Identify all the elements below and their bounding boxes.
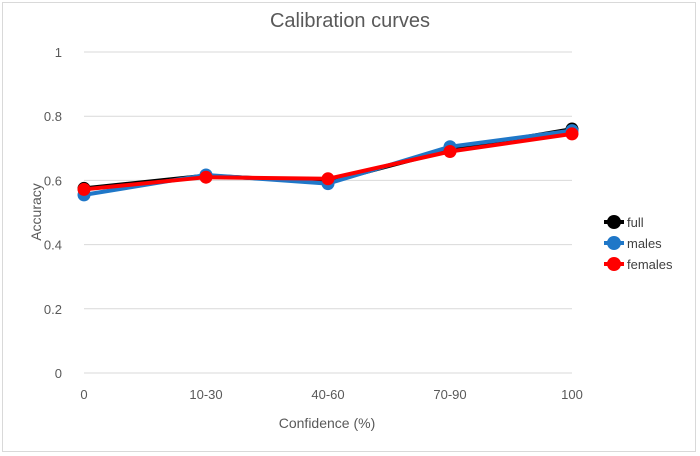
- legend-item-full: full: [604, 215, 644, 230]
- y-tick-label: 0.8: [44, 109, 62, 124]
- x-tick-label: 100: [561, 387, 583, 402]
- legend-marker: [607, 236, 621, 250]
- x-tick-labels: 0 10-30 40-60 70-90 100: [80, 387, 582, 402]
- series-group: [77, 122, 579, 202]
- legend: full males females: [604, 215, 673, 272]
- data-point-females: [443, 145, 457, 159]
- chart-title: Calibration curves: [270, 10, 430, 32]
- y-axis-title: Accuracy: [28, 183, 44, 241]
- y-tick-label: 0.4: [44, 238, 62, 253]
- y-tick-labels: 0 0.2 0.4 0.6 0.8 1: [44, 45, 62, 381]
- x-axis-title: Confidence (%): [279, 415, 376, 431]
- data-point-females: [77, 182, 91, 196]
- y-tick-label: 1: [55, 45, 62, 60]
- x-tick-label: 70-90: [433, 387, 466, 402]
- y-tick-label: 0.2: [44, 302, 62, 317]
- legend-label: full: [627, 215, 644, 230]
- legend-marker: [607, 215, 621, 229]
- y-tick-label: 0.6: [44, 173, 62, 188]
- data-point-females: [321, 172, 335, 186]
- series-males: [77, 124, 579, 202]
- x-tick-label: 10-30: [189, 387, 222, 402]
- data-point-females: [199, 170, 213, 184]
- x-tick-label: 0: [80, 387, 87, 402]
- legend-label: males: [627, 236, 662, 251]
- legend-label: females: [627, 257, 673, 272]
- chart-frame: [2, 2, 696, 452]
- y-tick-label: 0: [55, 366, 62, 381]
- legend-item-males: males: [604, 236, 662, 251]
- legend-item-females: females: [604, 257, 673, 272]
- legend-marker: [607, 257, 621, 271]
- data-point-females: [565, 127, 579, 141]
- x-tick-label: 40-60: [311, 387, 344, 402]
- grid-lines: [84, 51, 572, 374]
- series-females: [77, 127, 579, 196]
